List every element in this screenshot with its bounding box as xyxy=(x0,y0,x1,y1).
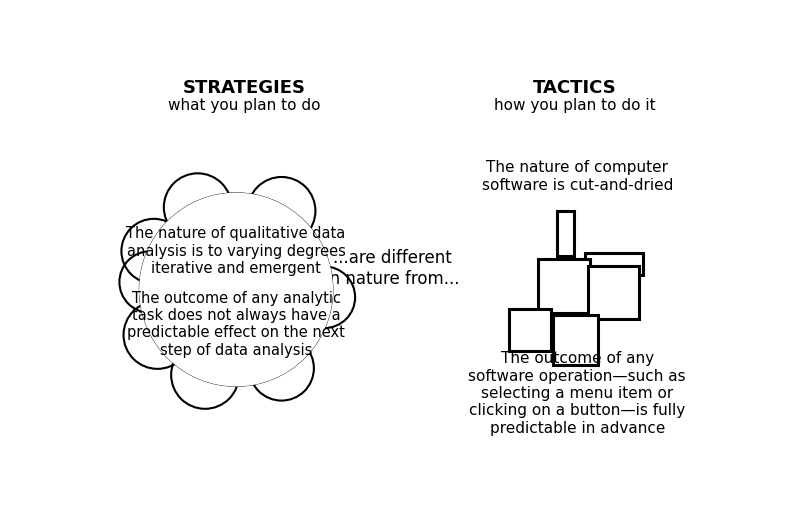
Circle shape xyxy=(293,266,355,328)
Text: TACTICS: TACTICS xyxy=(533,80,617,97)
Circle shape xyxy=(122,219,186,283)
Circle shape xyxy=(140,193,332,386)
Bar xyxy=(509,309,551,351)
Text: STRATEGIES: STRATEGIES xyxy=(182,80,305,97)
Text: ...are different
in nature from...: ...are different in nature from... xyxy=(325,250,460,288)
Text: The nature of qualitative data
analysis is to varying degrees
iterative and emer: The nature of qualitative data analysis … xyxy=(126,226,346,276)
Bar xyxy=(557,211,574,256)
Circle shape xyxy=(119,251,181,313)
Bar xyxy=(588,266,639,319)
Circle shape xyxy=(140,193,332,386)
Text: what you plan to do: what you plan to do xyxy=(168,98,320,113)
Text: how you plan to do it: how you plan to do it xyxy=(494,98,656,113)
Bar xyxy=(553,315,598,365)
Text: The nature of computer
software is cut-and-dried: The nature of computer software is cut-a… xyxy=(482,160,673,192)
Circle shape xyxy=(164,173,231,241)
Text: The outcome of any
software operation—such as
selecting a menu item or
clicking : The outcome of any software operation—su… xyxy=(468,351,686,436)
Bar xyxy=(538,259,591,313)
Circle shape xyxy=(171,341,239,409)
Circle shape xyxy=(248,177,316,245)
Bar xyxy=(585,253,643,275)
Text: The outcome of any analytic
task does not always have a
predictable effect on th: The outcome of any analytic task does no… xyxy=(127,291,345,358)
Circle shape xyxy=(123,301,192,369)
Circle shape xyxy=(249,336,314,400)
